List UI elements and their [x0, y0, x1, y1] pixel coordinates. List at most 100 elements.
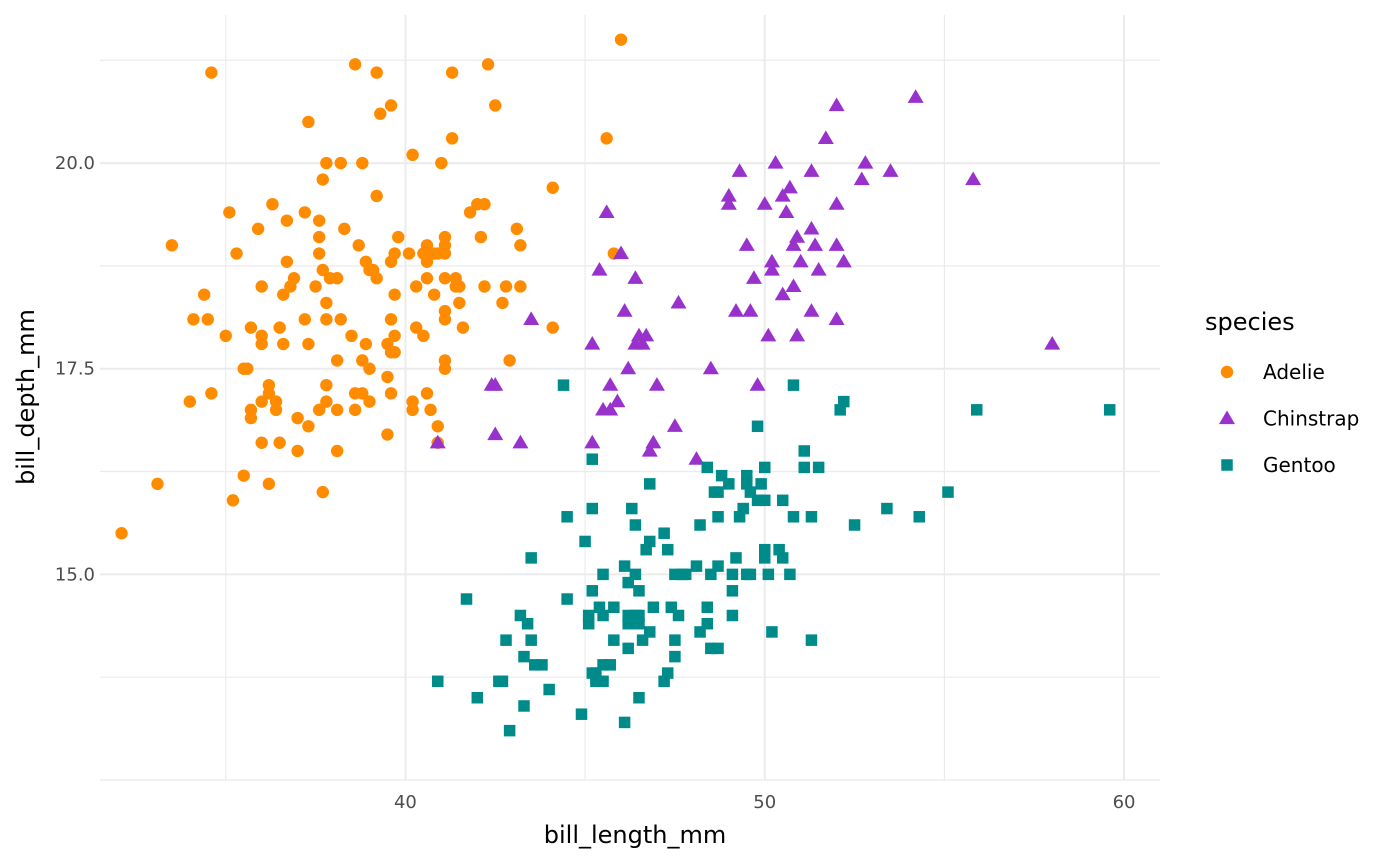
- data-point-adelie: [363, 362, 376, 375]
- data-point-gentoo: [751, 420, 764, 433]
- data-point-gentoo: [608, 601, 620, 614]
- data-point-gentoo: [608, 634, 620, 646]
- data-point-gentoo: [784, 568, 796, 581]
- data-point-adelie: [277, 337, 290, 351]
- data-point-chinstrap: [803, 163, 820, 177]
- data-point-gentoo: [644, 535, 656, 548]
- data-point-chinstrap: [767, 155, 784, 169]
- data-point-gentoo: [633, 617, 645, 630]
- data-point-gentoo: [500, 634, 512, 646]
- data-point-chinstrap: [774, 187, 791, 202]
- data-point-chinstrap: [641, 442, 658, 457]
- data-point-adelie: [255, 395, 268, 408]
- data-point-chinstrap: [429, 434, 446, 449]
- data-point-chinstrap: [523, 311, 540, 325]
- data-point-adelie: [348, 403, 362, 417]
- data-point-gentoo: [543, 683, 555, 696]
- data-point-chinstrap: [749, 377, 766, 391]
- data-point-chinstrap: [882, 163, 899, 177]
- data-point-chinstrap: [828, 311, 845, 325]
- data-point-gentoo: [644, 626, 656, 638]
- data-point-chinstrap: [756, 196, 773, 210]
- data-point-adelie: [255, 436, 268, 449]
- data-point-adelie: [453, 280, 466, 293]
- data-point-adelie: [244, 321, 258, 334]
- data-point-adelie: [273, 321, 286, 334]
- data-point-adelie: [388, 288, 401, 301]
- data-point-gentoo: [758, 552, 771, 564]
- data-point-adelie: [363, 395, 376, 408]
- data-point-adelie: [614, 33, 628, 46]
- data-point-gentoo: [622, 576, 634, 589]
- data-point-gentoo: [715, 469, 728, 482]
- data-point-chinstrap: [487, 426, 504, 441]
- data-point-adelie: [223, 206, 236, 219]
- data-point-adelie: [388, 247, 401, 260]
- data-point-adelie: [499, 280, 513, 293]
- y-axis-title: bill_depth_mm: [12, 309, 40, 485]
- data-point-adelie: [352, 239, 365, 252]
- y-tick-label: 17.5: [55, 359, 95, 380]
- legend-item-adelie: Adelie: [1220, 360, 1325, 384]
- data-point-chinstrap: [720, 196, 737, 210]
- data-point-chinstrap: [778, 204, 795, 219]
- data-point-adelie: [496, 296, 509, 310]
- data-point-gentoo: [561, 511, 573, 523]
- data-point-chinstrap: [602, 401, 619, 416]
- data-point-gentoo: [669, 568, 681, 581]
- data-point-adelie: [241, 362, 254, 375]
- series-adelie: [115, 33, 628, 540]
- data-point-adelie: [205, 387, 218, 400]
- data-point-adelie: [312, 214, 326, 227]
- data-point-adelie: [420, 255, 434, 268]
- data-point-gentoo: [805, 511, 818, 523]
- data-point-adelie: [370, 272, 383, 285]
- data-point-chinstrap: [857, 155, 874, 169]
- data-point-adelie: [266, 197, 279, 211]
- data-point-gentoo: [597, 659, 609, 671]
- data-point-gentoo: [913, 511, 926, 523]
- data-points: [115, 33, 1116, 737]
- data-point-adelie: [388, 346, 401, 359]
- data-point-adelie: [187, 313, 200, 326]
- data-point-chinstrap: [835, 253, 852, 268]
- data-point-adelie: [280, 255, 294, 268]
- data-point-gentoo: [582, 617, 595, 630]
- data-point-adelie: [302, 337, 315, 351]
- data-point-gentoo: [848, 519, 861, 531]
- data-point-chinstrap: [745, 270, 762, 284]
- data-point-gentoo: [586, 453, 599, 465]
- data-point-adelie: [445, 66, 459, 79]
- data-point-gentoo: [744, 568, 757, 581]
- data-point-adelie: [392, 230, 405, 244]
- data-point-adelie: [410, 321, 423, 334]
- data-point-gentoo: [636, 634, 649, 646]
- data-point-adelie: [320, 313, 333, 326]
- data-point-adelie: [198, 288, 211, 301]
- data-point-gentoo: [633, 585, 645, 597]
- data-point-chinstrap: [907, 89, 924, 103]
- data-point-chinstrap: [512, 434, 529, 449]
- data-point-gentoo: [529, 659, 541, 671]
- data-point-gentoo: [586, 502, 599, 515]
- data-point-adelie: [438, 230, 452, 244]
- data-point-adelie: [298, 206, 312, 219]
- legend-key-gentoo: [1221, 459, 1233, 471]
- data-point-adelie: [410, 280, 423, 293]
- data-point-gentoo: [730, 552, 742, 564]
- data-point-adelie: [269, 395, 283, 408]
- data-point-gentoo: [712, 642, 724, 655]
- data-point-chinstrap: [670, 294, 687, 309]
- data-point-chinstrap: [487, 377, 504, 391]
- data-point-adelie: [338, 222, 351, 236]
- data-point-chinstrap: [803, 220, 820, 235]
- legend-title: species: [1205, 308, 1295, 336]
- data-point-chinstrap: [803, 303, 820, 317]
- data-point-gentoo: [787, 511, 800, 523]
- data-point-adelie: [262, 378, 276, 392]
- data-point-gentoo: [701, 461, 714, 474]
- data-point-adelie: [151, 477, 164, 491]
- x-axis-title: bill_length_mm: [544, 821, 727, 849]
- data-point-gentoo: [812, 461, 825, 474]
